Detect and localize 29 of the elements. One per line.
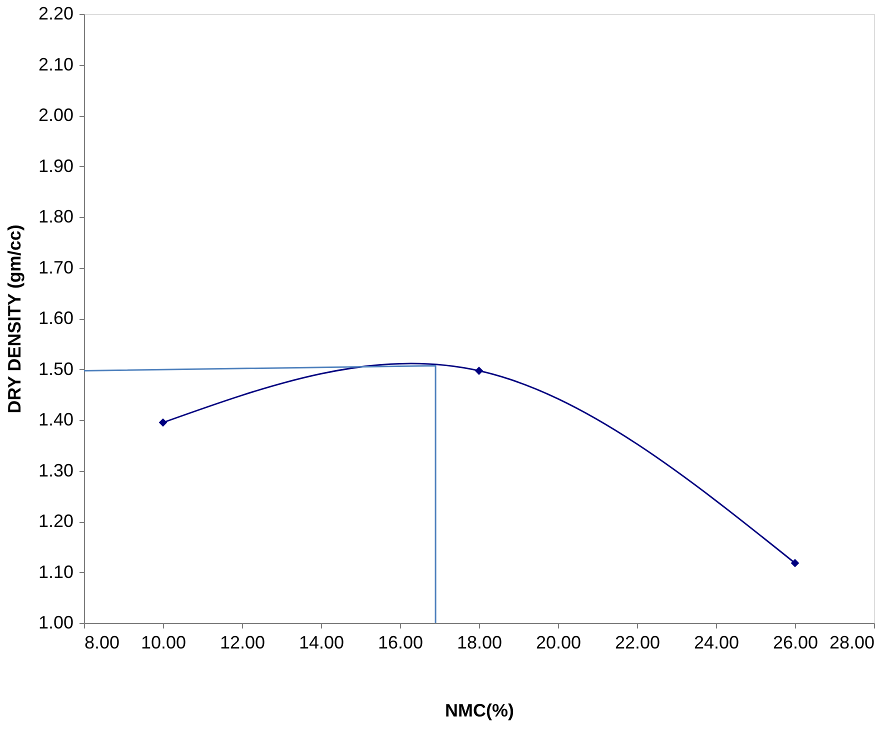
x-tick-label: 8.00 <box>84 632 120 652</box>
point <box>790 558 800 568</box>
y-tick-label: 1.00 <box>38 612 74 632</box>
y-tick-label: 1.10 <box>38 562 74 582</box>
x-tick-label: 28.00 <box>829 632 874 652</box>
y-tick-label: 1.90 <box>38 156 74 176</box>
x-tick-label: 20.00 <box>536 632 582 652</box>
x-tick-label: 12.00 <box>220 632 266 652</box>
y-axis-title: DRY DENSITY (gm/cc) <box>4 224 24 414</box>
point <box>474 366 484 375</box>
y-tick-label: 1.80 <box>38 206 74 226</box>
x-tick-label: 22.00 <box>614 632 660 652</box>
x-tick-label: 16.00 <box>378 632 424 652</box>
x-tick-label: 26.00 <box>772 632 818 652</box>
x-axis-title: NMC(%) <box>445 700 514 720</box>
x-tick-label: 14.00 <box>298 632 344 652</box>
x-tick-label: 24.00 <box>694 632 740 652</box>
y-tick-label: 1.50 <box>38 358 74 379</box>
y-tick-label: 2.10 <box>38 54 74 74</box>
y-tick-label: 1.20 <box>38 511 74 531</box>
y-tick-label: 1.60 <box>38 308 74 328</box>
y-tick-label: 1.70 <box>38 257 74 278</box>
y-tick-label: 2.20 <box>38 4 74 24</box>
y-tick-label: 1.40 <box>38 410 74 430</box>
y-tick-label: 1.30 <box>38 460 74 480</box>
x-tick-label: 10.00 <box>140 632 186 652</box>
point <box>158 418 168 427</box>
x-tick-label: 18.00 <box>456 632 502 652</box>
y-tick-label: 2.00 <box>38 105 74 125</box>
